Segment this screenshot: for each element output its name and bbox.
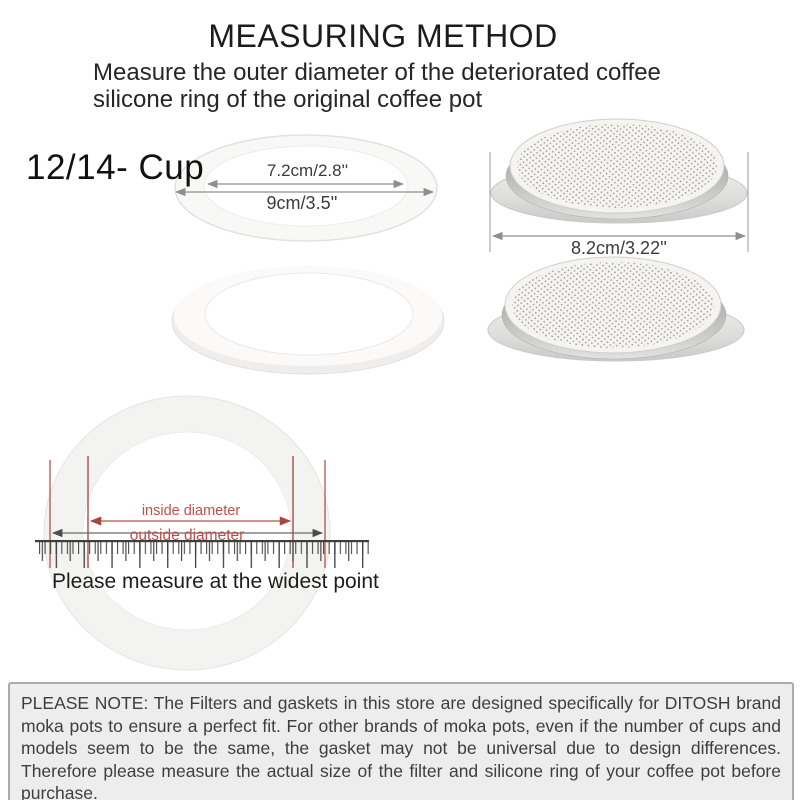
ruler (35, 540, 369, 568)
gasket-side-view (171, 266, 445, 375)
ruler-edge (35, 540, 369, 543)
page-title: MEASURING METHOD (208, 18, 558, 54)
measure-instruction: Please measure at the widest point (52, 570, 379, 593)
cup-size-label: 12/14- Cup (26, 148, 205, 187)
note-text: PLEASE NOTE: The Filters and gaskets in … (21, 693, 781, 800)
gasket-inner-edge (203, 145, 409, 227)
gasket-top-view (174, 134, 438, 242)
filter-photo-top (490, 118, 748, 224)
note-box: PLEASE NOTE: The Filters and gaskets in … (8, 682, 794, 800)
filter-diameter-value: 8.2cm/3.22'' (571, 238, 667, 258)
gasket-outer-diameter-value: 9cm/3.5'' (266, 193, 338, 213)
subtitle: Measure the outer diameter of the deteri… (93, 59, 661, 113)
subtitle-line-1: Measure the outer diameter of the deteri… (93, 59, 661, 86)
filter-photo-bottom (487, 256, 745, 362)
filter-dimension (489, 152, 749, 252)
gasket-dimension-arrows (174, 179, 435, 197)
filter-perforations (517, 124, 717, 208)
inside-diameter-label: inside diameter (141, 503, 241, 519)
gasket2-hole (204, 272, 414, 356)
ruler-ticks-long (35, 542, 369, 568)
subtitle-line-2: silicone ring of the original coffee pot (93, 86, 483, 113)
filter2-perforations (512, 262, 714, 348)
gasket-inner-diameter-value: 7.2cm/2.8'' (266, 161, 349, 180)
outside-diameter-label: outside diameter (129, 527, 245, 544)
